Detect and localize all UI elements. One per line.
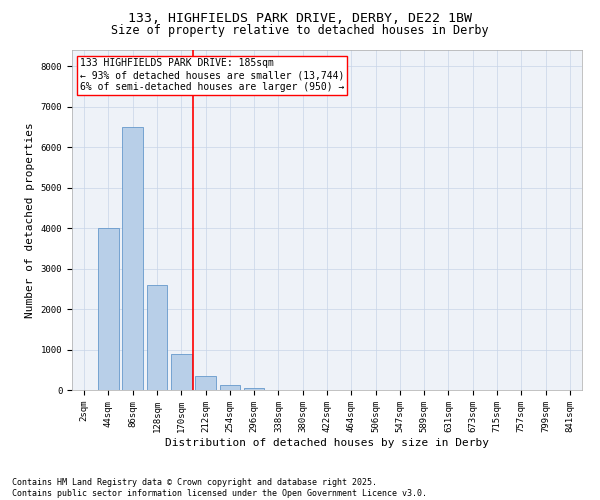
Bar [146, 285, 167, 390]
Text: 133, HIGHFIELDS PARK DRIVE, DERBY, DE22 1BW: 133, HIGHFIELDS PARK DRIVE, DERBY, DE22 … [128, 12, 472, 26]
Bar [98, 228, 119, 390]
Bar [122, 127, 143, 390]
Text: 133 HIGHFIELDS PARK DRIVE: 185sqm
← 93% of detached houses are smaller (13,744)
: 133 HIGHFIELDS PARK DRIVE: 185sqm ← 93% … [80, 58, 344, 92]
Bar [195, 376, 216, 390]
Bar [220, 385, 240, 390]
Text: Contains HM Land Registry data © Crown copyright and database right 2025.
Contai: Contains HM Land Registry data © Crown c… [12, 478, 427, 498]
Y-axis label: Number of detached properties: Number of detached properties [25, 122, 35, 318]
Bar [244, 388, 265, 390]
X-axis label: Distribution of detached houses by size in Derby: Distribution of detached houses by size … [165, 438, 489, 448]
Text: Size of property relative to detached houses in Derby: Size of property relative to detached ho… [111, 24, 489, 37]
Bar [171, 354, 191, 390]
